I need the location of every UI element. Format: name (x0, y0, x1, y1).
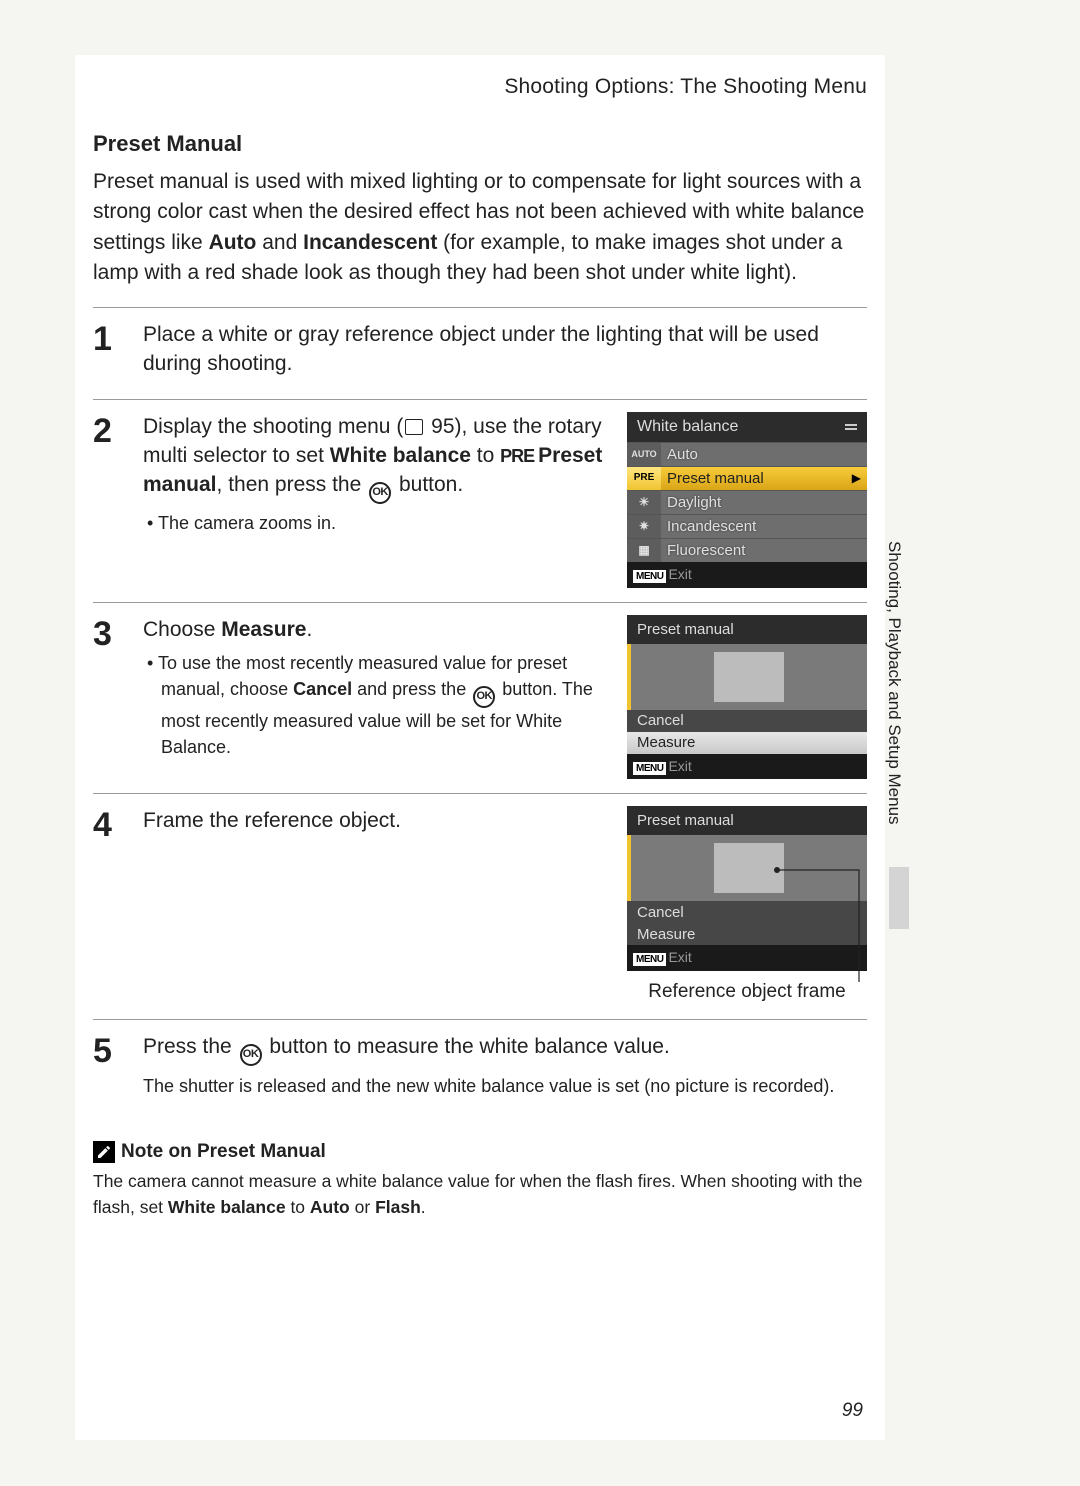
text: to (471, 444, 500, 467)
step-number: 5 (93, 1032, 129, 1099)
exit-label: Exit (668, 949, 691, 965)
chevron-right-icon: ▶ (852, 470, 867, 487)
fluorescent-icon: ▦ (627, 539, 661, 562)
ok-button-icon: OK (473, 686, 495, 708)
lcd-option-measure: Measure (627, 923, 867, 945)
bold-cancel: Cancel (293, 679, 352, 699)
bold-white-balance: White balance (168, 1197, 286, 1217)
lcd-item-daylight: ☀Daylight (627, 490, 867, 514)
sun-icon: ☀ (627, 491, 661, 514)
intro-text: and (256, 231, 303, 254)
step-5-text: Press the OK button to measure the white… (143, 1032, 867, 1066)
step-5: 5 Press the OK button to measure the whi… (93, 1019, 867, 1113)
note-title: Note on Preset Manual (121, 1141, 326, 1163)
step-number: 4 (93, 806, 129, 1005)
bold-white-balance: White balance (330, 444, 471, 467)
step-number: 1 (93, 320, 129, 385)
ok-button-icon: OK (240, 1044, 262, 1066)
step-2-bullet: The camera zooms in. (161, 510, 611, 536)
note-icon (93, 1141, 115, 1163)
step-2-text: Display the shooting menu ( 95), use the… (143, 412, 611, 504)
lcd-item-incandescent: ✷Incandescent (627, 514, 867, 538)
page-ref-icon (405, 419, 423, 435)
bold-auto: Auto (310, 1197, 350, 1217)
lcd-option-cancel: Cancel (627, 901, 867, 923)
step-3-title: Choose Measure. (143, 615, 611, 644)
reference-frame (714, 843, 784, 893)
step-number: 3 (93, 615, 129, 780)
step-3: 3 Choose Measure. To use the most recent… (93, 602, 867, 794)
step-2: 2 Display the shooting menu ( 95), use t… (93, 399, 867, 602)
exit-label: Exit (668, 758, 691, 774)
auto-icon: AUTO (627, 443, 661, 466)
step-4: 4 Frame the reference object. Preset man… (93, 793, 867, 1019)
step-5-subtext: The shutter is released and the new whit… (143, 1074, 867, 1099)
intro-bold-auto: Auto (209, 231, 257, 254)
lcd-white-balance-menu: White balance AUTOAuto PREPreset manual▶… (627, 412, 867, 588)
lcd-title: Preset manual (627, 615, 867, 644)
scroll-indicator-icon (845, 424, 857, 430)
pre-icon: PRE (627, 467, 661, 490)
lcd-footer: MENUExit (627, 754, 867, 780)
exit-label: Exit (668, 566, 691, 582)
lcd-footer: MENUExit (627, 945, 867, 971)
lcd-label: Preset manual (661, 468, 852, 489)
lcd-item-auto: AUTOAuto (627, 442, 867, 466)
lcd-preset-manual-frame: Preset manual Cancel Measure MENUExit (627, 806, 867, 971)
text: Press the (143, 1035, 238, 1058)
lcd-preview-area (627, 835, 867, 901)
step-number: 2 (93, 412, 129, 588)
section-title: Preset Manual (93, 131, 867, 157)
note-block: Note on Preset Manual The camera cannot … (93, 1141, 867, 1220)
step-3-bullet: To use the most recently measured value … (161, 650, 611, 760)
page-number: 99 (842, 1400, 863, 1422)
bold-measure: Measure (221, 618, 306, 641)
lcd-item-fluorescent: ▦Fluorescent (627, 538, 867, 562)
text: . (421, 1197, 426, 1217)
lcd-label: Daylight (661, 492, 867, 513)
lcd-title: White balance (637, 416, 738, 438)
bulb-icon: ✷ (627, 515, 661, 538)
text: or (350, 1197, 375, 1217)
text: , then press the (217, 473, 368, 496)
lcd-option-measure: Measure (627, 732, 867, 754)
text: Choose (143, 618, 221, 641)
intro-paragraph: Preset manual is used with mixed lightin… (93, 167, 867, 289)
step-1-text: Place a white or gray reference object u… (143, 320, 867, 379)
side-tab-marker (889, 867, 909, 929)
lcd-label: Incandescent (661, 516, 867, 537)
pre-icon: PRE (500, 444, 534, 469)
lcd-footer: MENUExit (627, 562, 867, 588)
reference-frame (714, 652, 784, 702)
lcd-item-preset-manual: PREPreset manual▶ (627, 466, 867, 490)
bold-flash: Flash (375, 1197, 421, 1217)
lcd-label: Auto (661, 444, 867, 465)
menu-badge: MENU (633, 762, 666, 775)
lcd-label: Fluorescent (661, 540, 867, 561)
text: button. (393, 473, 463, 496)
ok-button-icon: OK (369, 482, 391, 504)
lcd-title: Preset manual (627, 806, 867, 835)
step-1: 1 Place a white or gray reference object… (93, 307, 867, 399)
menu-badge: MENU (633, 570, 666, 583)
text: and press the (352, 679, 471, 699)
menu-badge: MENU (633, 953, 666, 966)
text: . (306, 618, 312, 641)
lcd-option-cancel: Cancel (627, 710, 867, 732)
text: button to measure the white balance valu… (264, 1035, 670, 1058)
lcd-preview-area (627, 644, 867, 710)
step-4-text: Frame the reference object. (143, 806, 611, 835)
manual-page: Shooting Options: The Shooting Menu Pres… (75, 55, 885, 1440)
lcd-preset-manual-measure: Preset manual Cancel Measure MENUExit (627, 615, 867, 780)
text: to (286, 1197, 310, 1217)
text: Display the shooting menu ( (143, 415, 403, 438)
intro-bold-incandescent: Incandescent (303, 231, 437, 254)
page-header: Shooting Options: The Shooting Menu (93, 75, 867, 99)
note-body: The camera cannot measure a white balanc… (93, 1169, 867, 1220)
figure-caption: Reference object frame (627, 979, 867, 1006)
